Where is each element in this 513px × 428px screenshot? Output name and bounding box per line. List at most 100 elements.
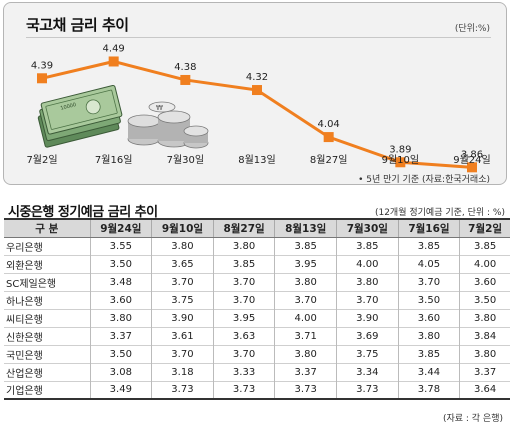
rate-cell: 3.18 [151, 362, 214, 381]
chart-title: 국고채 금리 추이 [26, 16, 129, 34]
deposit-rate-table: 구 분 9월24일 9월10일 8월27일 8월13일 7월30일 7월16일 7월2일 우리… [4, 218, 510, 400]
x-tick-label: 9월10일 [382, 154, 420, 166]
rate-cell: 3.61 [151, 326, 214, 345]
svg-text:10000: 10000 [60, 102, 77, 112]
table-row: 기업은행 3.49 3.73 3.73 3.73 3.73 3.78 3.64 [4, 380, 510, 399]
rate-cell: 3.65 [151, 254, 214, 273]
rate-cell: 3.37 [459, 362, 510, 381]
rate-cell: 3.85 [336, 237, 399, 255]
data-point-marker [180, 74, 191, 85]
table-row: 국민은행 3.50 3.70 3.70 3.80 3.75 3.85 3.80 [4, 344, 510, 363]
rate-cell: 3.49 [89, 380, 152, 399]
data-point-marker [252, 85, 262, 96]
rate-cell: 3.69 [336, 326, 399, 345]
rate-cell: 3.37 [274, 362, 337, 381]
table-body: 우리은행 3.55 3.80 3.80 3.85 3.85 3.85 3.85 외환은행 3.50… [4, 237, 510, 399]
rate-cell: 3.84 [459, 326, 510, 345]
rate-cell: 3.70 [212, 272, 275, 291]
bond-rate-chart-panel: 국고채 금리 추이 (단위:%) • 5년 만기 기준 (자료:한국거래소) 1… [3, 2, 507, 185]
table-row: 우리은행 3.55 3.80 3.80 3.85 3.85 3.85 3.85 [4, 237, 510, 255]
svg-text:₩: ₩ [156, 104, 163, 112]
rate-cell: 3.90 [151, 308, 214, 327]
x-tick-label: 7월16일 [95, 154, 133, 166]
rate-cell: 3.70 [212, 344, 275, 363]
data-point-marker [108, 56, 119, 67]
rate-cell: 3.48 [89, 272, 152, 291]
column-header-date: 7월30일 [336, 219, 399, 238]
rate-cell: 3.34 [336, 362, 399, 381]
rate-cell: 3.73 [212, 380, 275, 399]
data-label: 3.89 [389, 144, 411, 155]
x-tick-label: 7월2일 [26, 154, 57, 166]
bank-name-cell: 우리은행 [6, 242, 43, 254]
rate-cell: 3.75 [151, 290, 214, 309]
bank-name-cell: 국민은행 [4, 344, 90, 363]
rate-cell: 3.64 [459, 380, 510, 399]
table-row: 신한은행 3.37 3.61 3.63 3.71 3.69 3.80 3.84 [4, 326, 510, 345]
rate-cell: 3.50 [89, 254, 152, 273]
chart-note: • 5년 만기 기준 (자료:한국거래소) [358, 175, 490, 185]
data-label: 4.32 [246, 72, 268, 83]
rate-cell: 3.55 [89, 237, 152, 255]
rate-cell: 3.70 [274, 290, 337, 309]
data-label: 4.49 [103, 43, 125, 54]
data-point-marker [37, 73, 47, 84]
rate-cell: 3.95 [274, 254, 337, 273]
rate-cell: 3.80 [459, 308, 510, 327]
table-row: 하나은행 3.60 3.75 3.70 3.70 3.70 3.50 3.50 [4, 290, 510, 309]
rate-cell: 3.80 [459, 344, 510, 363]
table-source: (자료 : 각 은행) [442, 414, 503, 424]
rate-cell: 3.80 [212, 237, 275, 255]
title-divider [26, 37, 491, 38]
x-tick-label: 7월30일 [167, 154, 205, 166]
table-row: 씨티은행 3.80 3.90 3.95 4.00 3.90 3.60 3.80 [4, 308, 510, 327]
rate-cell: 3.85 [397, 344, 460, 363]
rate-cell: 3.70 [151, 344, 214, 363]
rate-cell: 3.90 [336, 308, 399, 327]
data-label: 3.86 [461, 149, 483, 160]
rate-cell: 3.50 [89, 344, 152, 363]
rate-cell: 3.70 [151, 272, 214, 291]
rate-cell: 3.85 [212, 254, 275, 273]
rate-cell: 4.00 [459, 254, 510, 273]
table-row: 외환은행 3.50 3.65 3.85 3.95 4.00 4.05 4.00 [4, 254, 510, 273]
rate-cell: 3.73 [151, 380, 214, 399]
chart-unit-label: (단위:%) [454, 24, 490, 34]
column-header-date: 8월13일 [274, 219, 337, 238]
rate-cell: 3.50 [459, 290, 510, 309]
rate-cell: 3.60 [397, 308, 460, 327]
rate-cell: 3.37 [89, 326, 152, 345]
bank-name-cell: 신한은행 [4, 326, 90, 345]
column-header-date: 9월24일 [89, 219, 152, 238]
line-chart: 10000 ₩ 4.39 7월2일 4.49 7월16일 4.38 7월30일 4.32 8월… [26, 43, 491, 173]
bank-name-cell: SC제일은행 [4, 272, 90, 291]
rate-cell: 3.80 [151, 237, 214, 255]
rate-cell: 3.80 [89, 308, 152, 327]
column-header-category: 구 분 [4, 219, 90, 238]
column-header-date: 8월27일 [212, 219, 275, 238]
bank-name-cell: 산업은행 [4, 362, 90, 381]
x-tick-label: 9월24일 [453, 154, 491, 166]
rate-cell: 3.33 [212, 362, 275, 381]
table-row: SC제일은행 3.48 3.70 3.70 3.80 3.80 3.70 3.60 [4, 272, 510, 291]
rate-cell: 3.50 [397, 290, 460, 309]
rate-cell: 3.60 [459, 272, 510, 291]
rate-cell: 3.70 [397, 272, 460, 291]
table-row: 산업은행 3.08 3.18 3.33 3.37 3.34 3.44 3.37 [4, 362, 510, 381]
rate-cell: 3.85 [397, 237, 460, 255]
rate-cell: 3.95 [212, 308, 275, 327]
column-header-date: 7월16일 [397, 219, 460, 238]
rate-cell: 3.08 [89, 362, 152, 381]
rate-cell: 3.60 [89, 290, 152, 309]
bank-name-cell: 외환은행 [4, 254, 90, 273]
table-header-row: 구 분 9월24일 9월10일 8월27일 8월13일 7월30일 7월16일 7월2일 [4, 219, 510, 238]
rate-cell: 3.70 [212, 290, 275, 309]
rate-cell: 3.80 [397, 326, 460, 345]
rate-cell: 3.44 [397, 362, 460, 381]
rate-cell: 3.70 [336, 290, 399, 309]
rate-cell: 4.05 [397, 254, 460, 273]
data-label: 4.04 [318, 119, 340, 130]
data-point-marker [467, 162, 477, 173]
rate-cell: 4.00 [274, 308, 337, 327]
rate-cell: 4.00 [336, 254, 399, 273]
